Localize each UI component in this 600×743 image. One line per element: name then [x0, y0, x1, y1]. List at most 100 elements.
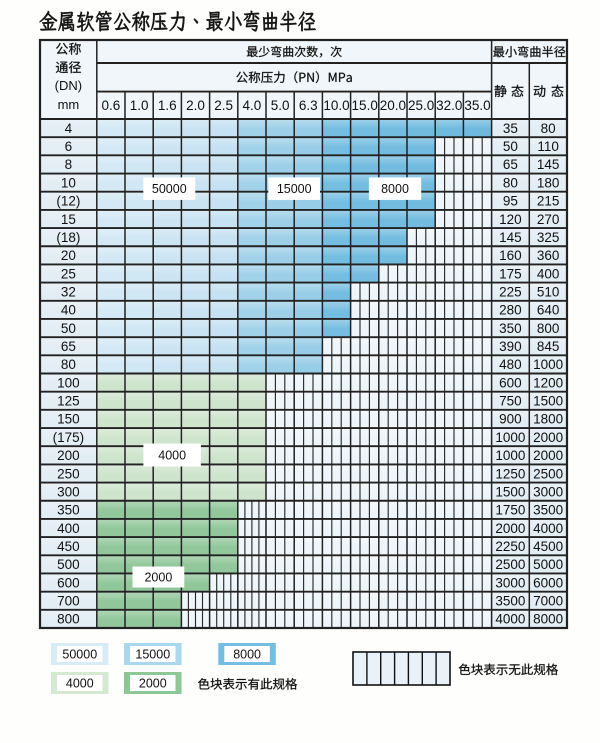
svg-text:15000: 15000: [277, 182, 312, 196]
svg-text:4500: 4500: [533, 539, 563, 554]
svg-text:3000: 3000: [495, 575, 525, 590]
svg-text:2500: 2500: [533, 466, 563, 481]
svg-text:15.0: 15.0: [352, 98, 378, 113]
svg-text:300: 300: [57, 485, 80, 500]
svg-text:1200: 1200: [533, 375, 563, 390]
svg-text:225: 225: [499, 285, 522, 300]
svg-text:750: 750: [499, 394, 522, 409]
svg-text:32: 32: [61, 285, 76, 300]
svg-text:400: 400: [57, 521, 80, 536]
svg-text:10: 10: [61, 175, 76, 190]
svg-text:175: 175: [499, 266, 522, 281]
svg-text:4: 4: [65, 121, 73, 136]
svg-text:480: 480: [499, 357, 522, 372]
svg-text:8000: 8000: [381, 182, 409, 196]
svg-text:5000: 5000: [533, 557, 563, 572]
svg-text:215: 215: [537, 194, 560, 209]
svg-text:8: 8: [65, 157, 73, 172]
svg-text:2.5: 2.5: [214, 98, 233, 113]
svg-text:2500: 2500: [495, 557, 525, 572]
svg-text:4.0: 4.0: [243, 98, 262, 113]
svg-text:2000: 2000: [139, 676, 167, 690]
svg-text:20: 20: [61, 248, 76, 263]
svg-text:700: 700: [57, 594, 80, 609]
svg-text:2250: 2250: [495, 539, 525, 554]
svg-text:3500: 3500: [533, 503, 563, 518]
svg-text:325: 325: [537, 230, 560, 245]
svg-text:145: 145: [499, 230, 522, 245]
svg-text:100: 100: [57, 375, 80, 390]
svg-text:150: 150: [57, 412, 80, 427]
svg-text:80: 80: [503, 175, 518, 190]
svg-text:10.0: 10.0: [323, 98, 349, 113]
svg-text:50000: 50000: [62, 647, 97, 661]
svg-text:50000: 50000: [152, 182, 187, 196]
svg-text:3500: 3500: [495, 594, 525, 609]
svg-text:250: 250: [57, 466, 80, 481]
svg-text:95: 95: [503, 194, 518, 209]
svg-text:1000: 1000: [495, 430, 525, 445]
svg-text:2000: 2000: [495, 521, 525, 536]
svg-text:640: 640: [537, 303, 560, 318]
svg-text:800: 800: [537, 321, 560, 336]
svg-text:35.0: 35.0: [464, 98, 490, 113]
svg-text:(12): (12): [56, 194, 80, 209]
svg-text:360: 360: [537, 248, 560, 263]
svg-text:145: 145: [537, 157, 560, 172]
svg-text:50: 50: [503, 139, 518, 154]
svg-text:800: 800: [57, 612, 80, 627]
svg-text:65: 65: [503, 157, 518, 172]
svg-text:35: 35: [503, 121, 518, 136]
svg-text:1250: 1250: [495, 466, 525, 481]
svg-text:350: 350: [57, 503, 80, 518]
svg-text:2000: 2000: [533, 448, 563, 463]
svg-text:6.3: 6.3: [299, 98, 318, 113]
svg-text:280: 280: [499, 303, 522, 318]
svg-text:270: 270: [537, 212, 560, 227]
svg-text:845: 845: [537, 339, 560, 354]
svg-text:1.0: 1.0: [130, 98, 149, 113]
svg-text:120: 120: [499, 212, 522, 227]
svg-text:20.0: 20.0: [380, 98, 406, 113]
svg-text:40: 40: [61, 303, 76, 318]
svg-text:0.6: 0.6: [102, 98, 121, 113]
svg-text:390: 390: [499, 339, 522, 354]
svg-text:4000: 4000: [158, 448, 186, 462]
svg-text:32.0: 32.0: [436, 98, 462, 113]
svg-text:900: 900: [499, 412, 522, 427]
svg-text:80: 80: [61, 357, 76, 372]
svg-text:15: 15: [61, 212, 76, 227]
svg-text:6: 6: [65, 139, 73, 154]
svg-text:180: 180: [537, 175, 560, 190]
svg-text:4000: 4000: [533, 521, 563, 536]
svg-text:(18): (18): [56, 230, 80, 245]
svg-text:450: 450: [57, 539, 80, 554]
svg-text:350: 350: [499, 321, 522, 336]
svg-text:2000: 2000: [533, 430, 563, 445]
svg-text:1000: 1000: [495, 448, 525, 463]
svg-text:1000: 1000: [533, 357, 563, 372]
svg-text:4000: 4000: [66, 676, 94, 690]
svg-text:600: 600: [57, 575, 80, 590]
svg-text:1750: 1750: [495, 503, 525, 518]
svg-text:2.0: 2.0: [186, 98, 205, 113]
svg-text:25: 25: [61, 266, 76, 281]
svg-text:2000: 2000: [144, 570, 172, 584]
svg-text:160: 160: [499, 248, 522, 263]
svg-text:8000: 8000: [233, 647, 261, 661]
svg-text:(175): (175): [53, 430, 85, 445]
svg-text:1800: 1800: [533, 412, 563, 427]
svg-text:6000: 6000: [533, 575, 563, 590]
svg-text:1.6: 1.6: [158, 98, 177, 113]
svg-text:1500: 1500: [533, 394, 563, 409]
svg-text:25.0: 25.0: [408, 98, 434, 113]
svg-text:3000: 3000: [533, 485, 563, 500]
svg-text:125: 125: [57, 394, 80, 409]
svg-text:110: 110: [537, 139, 559, 154]
svg-text:5.0: 5.0: [271, 98, 290, 113]
svg-text:mm: mm: [58, 97, 80, 112]
svg-text:50: 50: [61, 321, 76, 336]
svg-text:7000: 7000: [533, 594, 563, 609]
svg-text:15000: 15000: [135, 647, 170, 661]
svg-text:200: 200: [57, 448, 80, 463]
